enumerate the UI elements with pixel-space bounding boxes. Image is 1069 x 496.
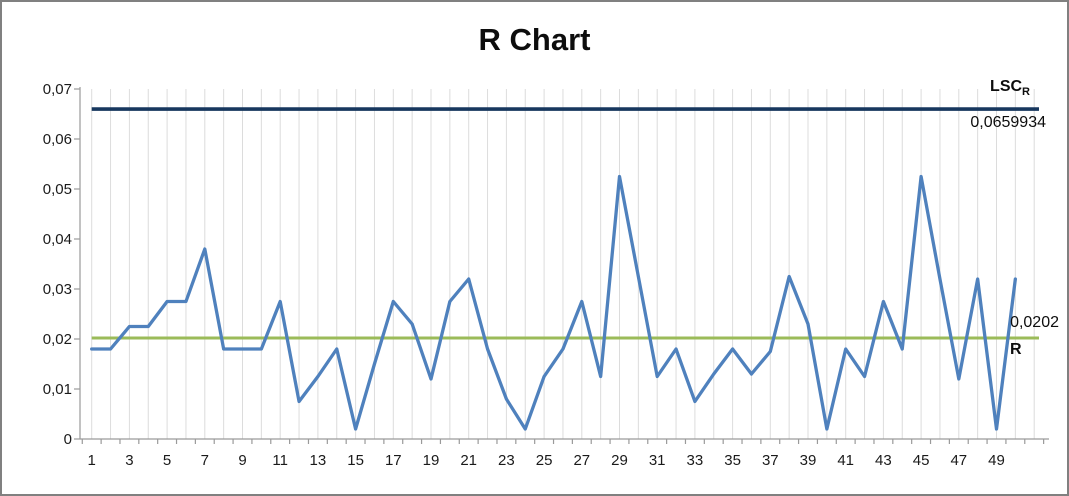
- y-tick-label: 0,04: [42, 231, 72, 248]
- x-tick-label: 27: [573, 452, 591, 469]
- x-tick-label: 9: [238, 452, 247, 469]
- y-tick-label: 0,02: [42, 331, 72, 348]
- rbar-line-label: R: [1010, 341, 1022, 358]
- y-tick-label: 0: [63, 431, 72, 448]
- x-tick-label: 43: [875, 452, 892, 469]
- x-tick-label: 15: [347, 452, 364, 469]
- x-tick-label: 35: [724, 452, 741, 469]
- rbar-line-value: 0,0202: [1010, 314, 1059, 331]
- x-tick-label: 31: [648, 452, 666, 469]
- x-tick-label: 25: [535, 452, 553, 469]
- lsc-line-label: LSCR: [990, 78, 1030, 98]
- x-tick-label: 39: [799, 452, 817, 469]
- chart-title: R Chart: [478, 22, 591, 57]
- x-tick-label: 1: [87, 452, 96, 469]
- x-tick-label: 23: [498, 452, 515, 469]
- lsc-label-subscript: R: [1022, 86, 1030, 98]
- x-tick-label: 37: [761, 452, 779, 469]
- y-tick-label: 0,05: [42, 181, 72, 198]
- r-series-line: [90, 174, 1017, 431]
- y-tick-label: 0,06: [42, 131, 72, 148]
- x-tick-label: 7: [200, 452, 209, 469]
- x-tick-label: 45: [912, 452, 930, 469]
- lsc-label-main: LSC: [990, 78, 1023, 95]
- x-tick-label: 17: [384, 452, 402, 469]
- x-tick-label: 19: [422, 452, 440, 469]
- x-tick-label: 21: [460, 452, 478, 469]
- x-tick-label: 11: [272, 452, 288, 469]
- x-tick-label: 3: [125, 452, 134, 469]
- x-tick-label: 5: [162, 452, 172, 469]
- y-tick-label: 0,07: [42, 81, 72, 98]
- x-tick-label: 29: [611, 452, 628, 469]
- x-tick-label: 13: [309, 452, 327, 469]
- x-tick-label: 49: [988, 452, 1005, 469]
- x-tick-label: 47: [950, 452, 968, 469]
- x-tick-label: 41: [837, 452, 855, 469]
- x-tick-label: 33: [686, 452, 704, 469]
- lsc-line-value: 0,0659934: [970, 114, 1046, 131]
- y-tick-label: 0,03: [42, 281, 72, 298]
- y-tick-label: 0,01: [42, 381, 72, 398]
